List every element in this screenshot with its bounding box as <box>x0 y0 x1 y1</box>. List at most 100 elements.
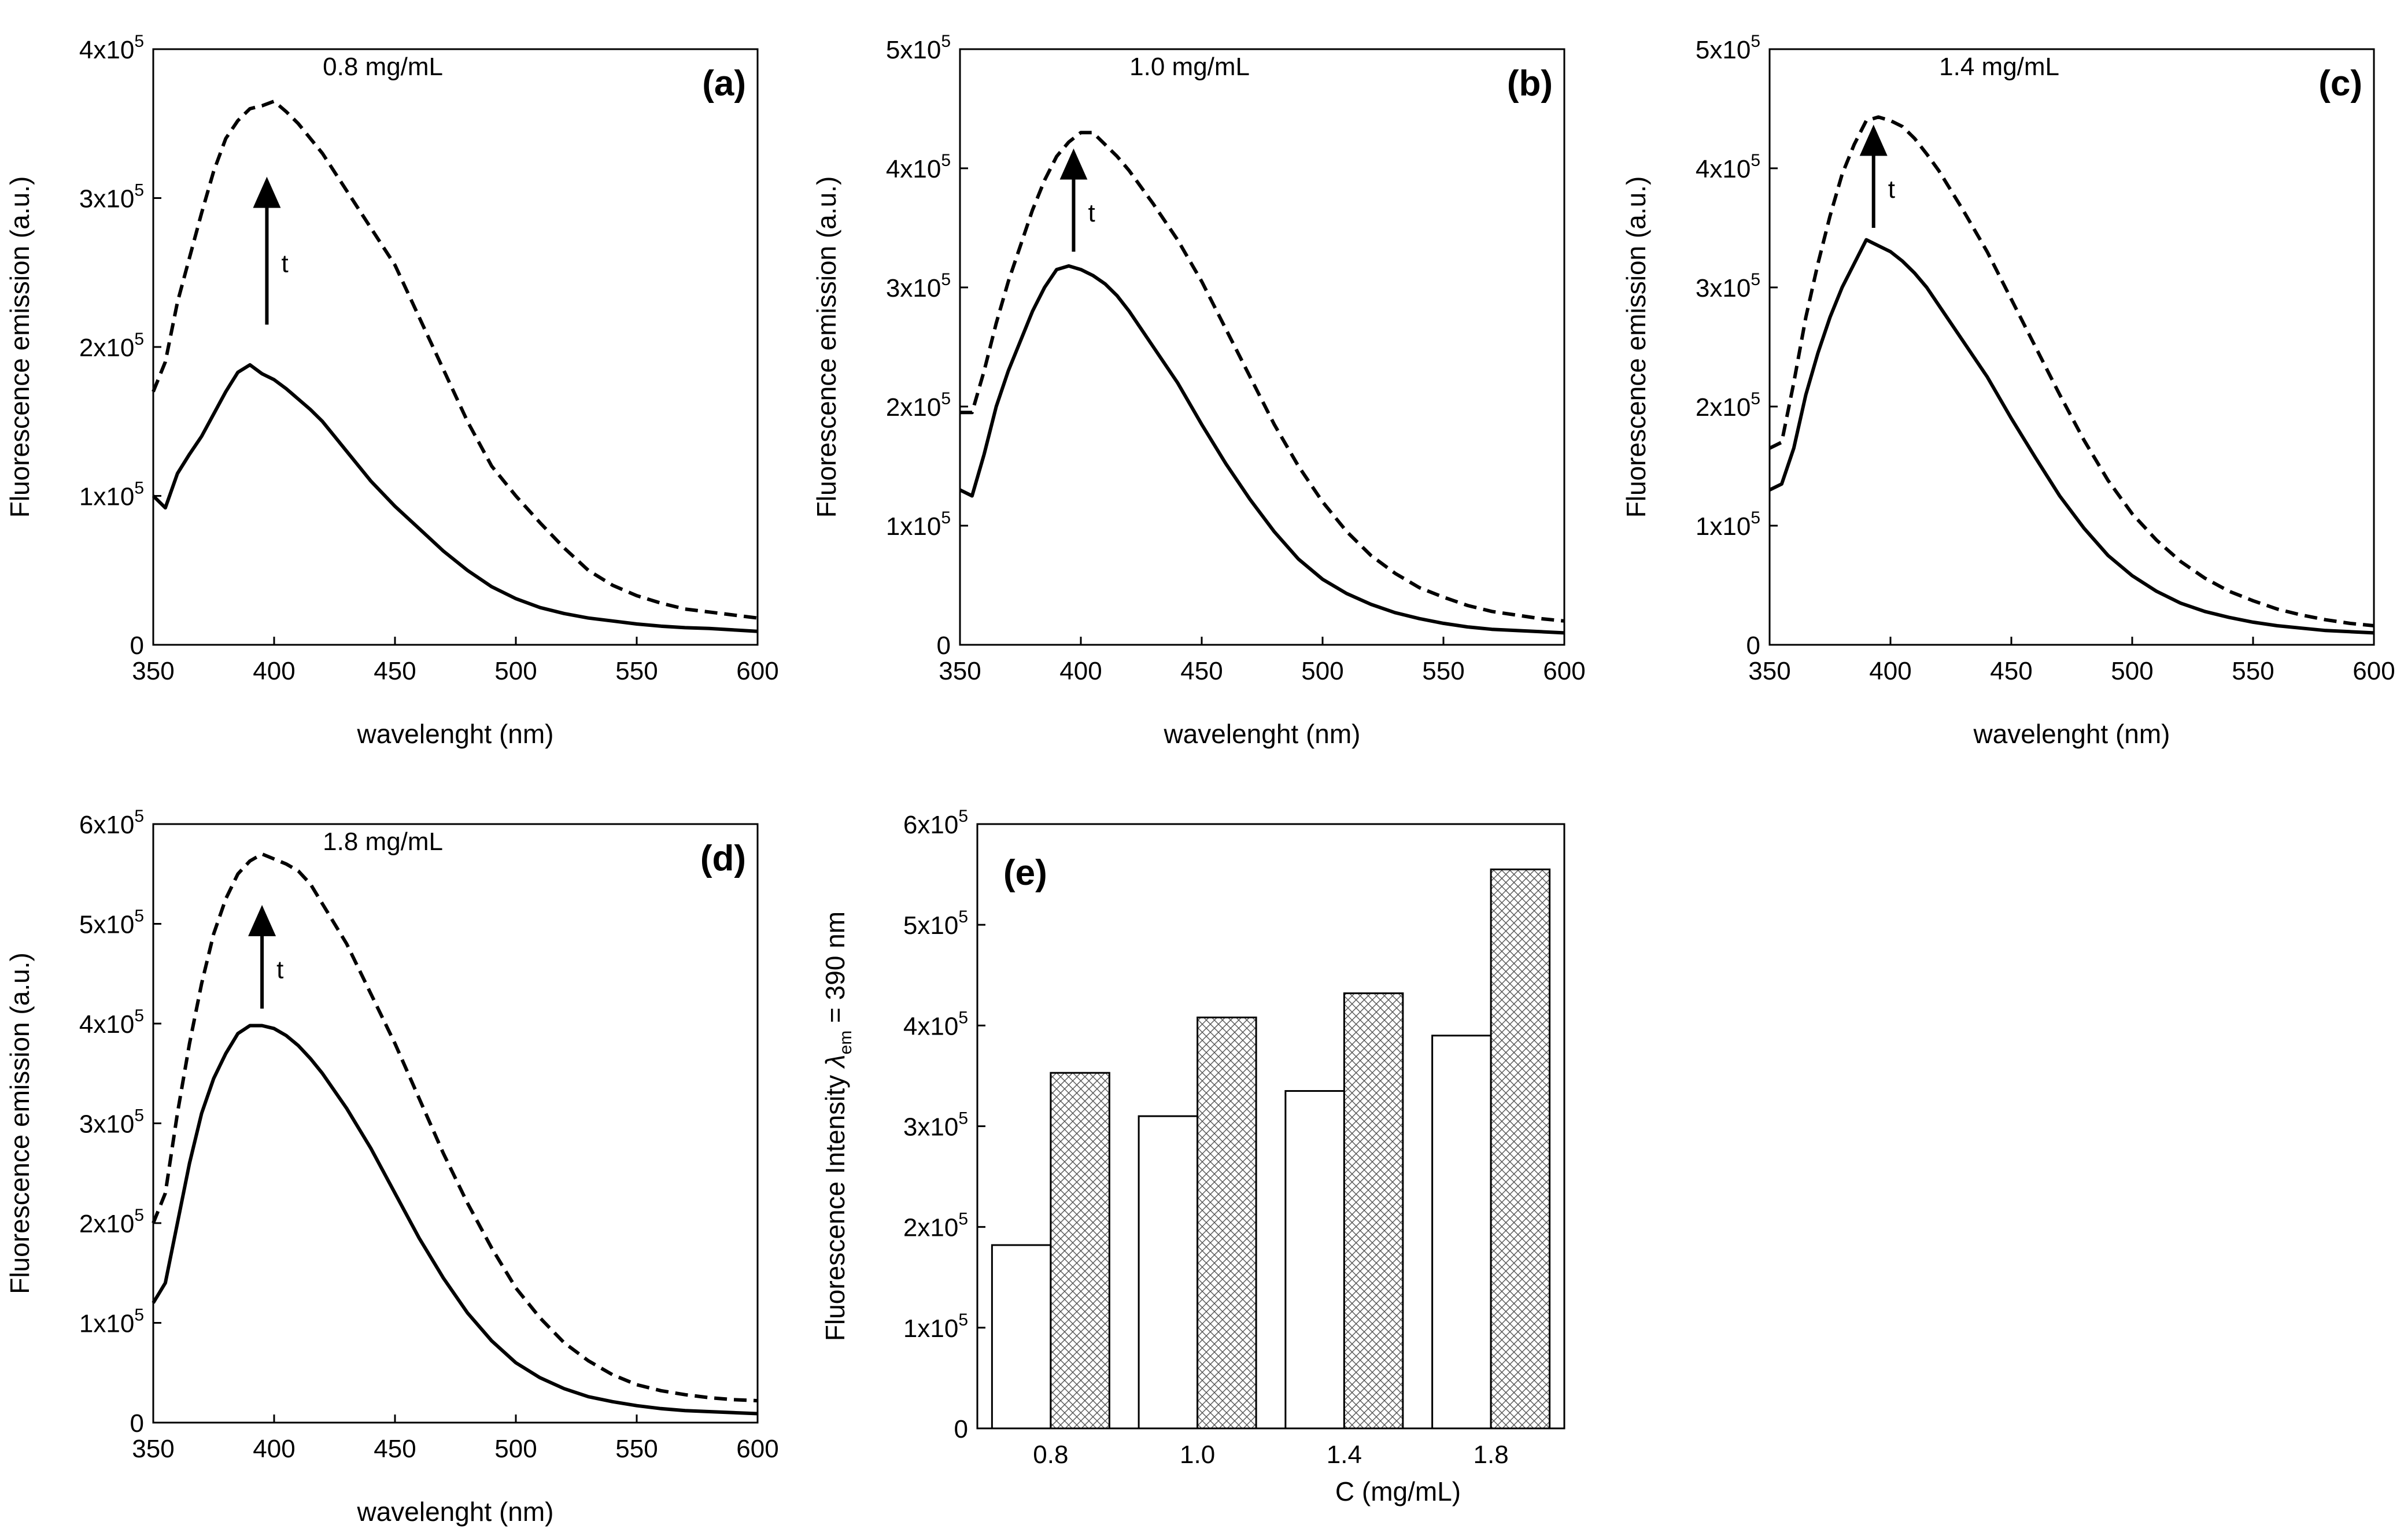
y-tick-label-exponent: 5 <box>1751 32 1760 51</box>
x-tick-label: 450 <box>1990 657 2032 685</box>
y-tick-label-exponent: 5 <box>1751 389 1760 408</box>
x-tick-label: 350 <box>132 1435 174 1463</box>
y-tick-label-mantissa: 5x10 <box>903 911 958 940</box>
panel-d: 350 400 450 500 550 60001x1052x1053x1054x1055… <box>5 807 779 1527</box>
time-arrow-label: t <box>276 956 283 984</box>
y-tick-label-exponent: 5 <box>134 807 144 826</box>
panel-label: (c) <box>2318 64 2362 104</box>
y-tick-label-mantissa: 3x10 <box>79 1110 134 1139</box>
y-tick-label: 0 <box>937 631 951 660</box>
y-tick-label-mantissa: 4x10 <box>886 155 941 183</box>
y-tick-label-mantissa: 0 <box>937 631 951 660</box>
y-tick-label-mantissa: 3x10 <box>903 1113 958 1142</box>
x-tick-label: 550 <box>1422 657 1464 685</box>
y-tick-label-exponent: 5 <box>134 1206 144 1225</box>
x-axis-label: wavelenght (nm) <box>356 1497 553 1527</box>
y-tick-label-exponent: 5 <box>958 907 968 926</box>
y-tick-label: 0 <box>130 1409 144 1438</box>
bar-initial <box>1138 1115 1199 1430</box>
x-tick-label: 600 <box>1543 657 1585 685</box>
x-tick-label: 550 <box>615 657 658 685</box>
x-tick-label: 400 <box>1869 657 1911 685</box>
bar-initial <box>1431 1035 1492 1430</box>
bar-final <box>1197 1016 1257 1430</box>
panel-c: 350 400 450 500 550 60001x1052x1053x1054x1055… <box>1621 32 2395 749</box>
bar-final <box>1343 992 1404 1430</box>
y-tick-label: 4x105 <box>79 32 144 64</box>
panel-label: (b) <box>1507 64 1553 104</box>
y-tick-label-mantissa: 6x10 <box>79 811 134 839</box>
bar-initial <box>1284 1090 1345 1430</box>
series-line-initial <box>152 363 758 633</box>
concentration-label: 1.0 mg/mL <box>1129 53 1250 81</box>
y-tick-label: 0 <box>130 631 144 660</box>
time-arrow-label: t <box>1888 175 1895 204</box>
y-tick-label-exponent: 5 <box>134 1106 144 1125</box>
y-axis-label-prefix: Fluorescence Intensity <box>820 1068 850 1341</box>
y-tick-label-exponent: 5 <box>941 389 951 408</box>
y-tick-label: 4x105 <box>886 151 951 183</box>
y-tick-label-mantissa: 1x10 <box>79 1310 134 1338</box>
y-tick-label-exponent: 5 <box>134 479 144 498</box>
series-line-initial <box>959 264 1565 635</box>
y-tick-label-exponent: 5 <box>134 32 144 51</box>
x-tick-label: 550 <box>2232 657 2274 685</box>
y-tick-label-mantissa: 1x10 <box>886 512 941 541</box>
y-tick-label-exponent: 5 <box>1751 508 1760 527</box>
x-tick-label: 350 <box>1748 657 1790 685</box>
y-tick-label: 1x105 <box>886 508 951 541</box>
y-tick-label-mantissa: 1x10 <box>903 1314 958 1343</box>
y-tick-label-mantissa: 2x10 <box>1696 393 1751 422</box>
y-tick-label-exponent: 5 <box>134 1306 144 1325</box>
y-tick-label: 3x105 <box>903 1109 968 1142</box>
panel-label: (e) <box>1003 853 1047 893</box>
y-tick-label-mantissa: 4x10 <box>1696 155 1751 183</box>
y-tick-label: 2x105 <box>1696 389 1760 422</box>
y-tick-label-mantissa: 0 <box>130 1409 144 1438</box>
y-tick-label-mantissa: 5x10 <box>1696 36 1751 64</box>
y-tick-label: 4x105 <box>79 1006 144 1039</box>
series-line-initial <box>152 1024 758 1416</box>
x-tick-label: 1.0 <box>1180 1441 1215 1469</box>
y-tick-label-exponent: 5 <box>941 32 951 51</box>
x-tick-label: 450 <box>374 657 416 685</box>
series-line-final <box>960 131 1565 623</box>
y-tick-label: 5x105 <box>903 907 968 940</box>
y-tick-label-mantissa: 5x10 <box>886 36 941 64</box>
panel-label: (a) <box>702 64 746 104</box>
x-tick-label: 400 <box>253 657 295 685</box>
y-tick-label: 3x105 <box>79 1106 144 1139</box>
plot-frame <box>959 48 1565 646</box>
y-tick-label-mantissa: 3x10 <box>886 274 941 302</box>
x-tick-label: 450 <box>374 1435 416 1463</box>
concentration-label: 1.4 mg/mL <box>1939 53 2059 81</box>
y-tick-label: 2x105 <box>79 1206 144 1238</box>
y-tick-label-mantissa: 4x10 <box>79 1010 134 1039</box>
y-tick-label-exponent: 5 <box>958 1109 968 1128</box>
y-tick-label: 3x105 <box>886 270 951 302</box>
x-tick-label: 350 <box>132 657 174 685</box>
series-line-initial <box>1768 238 2375 635</box>
y-tick-label: 3x105 <box>1696 270 1760 302</box>
y-tick-label: 0 <box>1746 631 1760 660</box>
y-tick-label-mantissa: 0 <box>130 631 144 660</box>
y-tick-label-exponent: 5 <box>958 1008 968 1027</box>
concentration-label: 0.8 mg/mL <box>323 53 443 81</box>
y-tick-label: 1x105 <box>903 1310 968 1343</box>
panel-a: 350 400 450 500 550 60001x1052x1053x1054x105t… <box>5 32 779 749</box>
y-tick-label: 2x105 <box>903 1210 968 1242</box>
plot-frame <box>1768 48 2375 646</box>
y-tick-label-mantissa: 6x10 <box>903 811 958 839</box>
x-tick-label: 350 <box>939 657 981 685</box>
y-tick-label-mantissa: 3x10 <box>79 185 134 213</box>
x-tick-label: 550 <box>615 1435 658 1463</box>
y-tick-label: 2x105 <box>79 330 144 362</box>
y-tick-label-mantissa: 2x10 <box>886 393 941 422</box>
y-tick-label-exponent: 5 <box>941 151 951 170</box>
y-tick-label: 5x105 <box>79 907 144 939</box>
y-axis-label: Fluorescence Intensity λem = 390 nm <box>820 911 855 1341</box>
y-axis-label-suffix: = 390 nm <box>820 911 850 1031</box>
y-tick-label-exponent: 5 <box>134 181 144 200</box>
y-tick-label-exponent: 5 <box>958 1210 968 1229</box>
